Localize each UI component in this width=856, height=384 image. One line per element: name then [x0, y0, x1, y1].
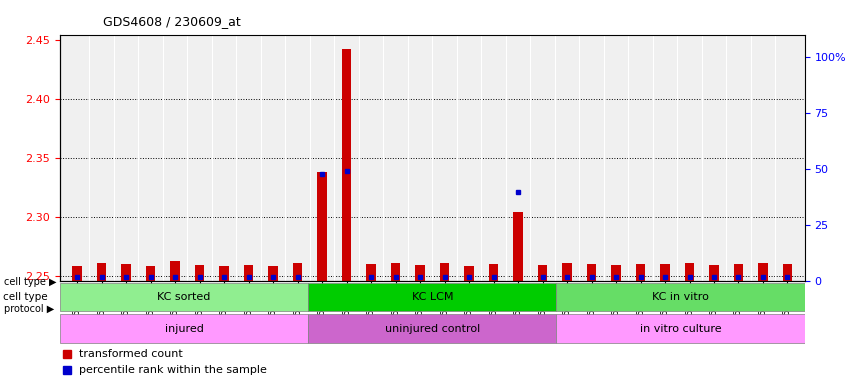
Bar	[366, 264, 376, 281]
Bar	[72, 266, 82, 281]
Bar	[464, 266, 474, 281]
Text: uninjured control: uninjured control	[384, 324, 480, 334]
Bar	[660, 264, 670, 281]
Bar	[415, 265, 425, 281]
Bar	[562, 263, 572, 281]
Text: KC sorted: KC sorted	[158, 292, 211, 302]
Bar	[390, 263, 401, 281]
Text: KC LCM: KC LCM	[412, 292, 453, 302]
FancyBboxPatch shape	[308, 283, 556, 311]
FancyBboxPatch shape	[60, 283, 308, 311]
Bar	[611, 265, 621, 281]
Text: in vitro culture: in vitro culture	[639, 324, 722, 334]
FancyBboxPatch shape	[308, 314, 556, 343]
Text: GDS4608 / 230609_at: GDS4608 / 230609_at	[103, 15, 241, 28]
Bar	[268, 266, 278, 281]
Bar	[636, 264, 645, 281]
Bar	[734, 264, 743, 281]
Text: KC in vitro: KC in vitro	[652, 292, 709, 302]
Bar	[685, 263, 694, 281]
Bar	[440, 263, 449, 281]
Bar	[97, 263, 106, 281]
Text: percentile rank within the sample: percentile rank within the sample	[79, 365, 266, 375]
Bar	[538, 265, 548, 281]
Bar	[219, 266, 229, 281]
Bar	[342, 49, 352, 281]
Bar	[709, 265, 719, 281]
Bar	[782, 264, 793, 281]
Bar	[513, 212, 523, 281]
FancyBboxPatch shape	[60, 314, 308, 343]
Bar	[586, 264, 597, 281]
FancyBboxPatch shape	[556, 283, 805, 311]
Text: cell type ▶: cell type ▶	[4, 277, 56, 287]
Bar	[122, 264, 131, 281]
Text: cell type: cell type	[3, 292, 48, 302]
Bar	[489, 264, 498, 281]
Text: protocol ▶: protocol ▶	[4, 304, 55, 314]
Bar	[317, 172, 327, 281]
Text: injured: injured	[164, 324, 204, 334]
Bar	[194, 265, 205, 281]
Bar	[244, 265, 253, 281]
Bar	[170, 262, 180, 281]
Text: transformed count: transformed count	[79, 349, 182, 359]
FancyBboxPatch shape	[556, 314, 805, 343]
Bar	[758, 263, 768, 281]
Bar	[146, 266, 156, 281]
Bar	[293, 263, 302, 281]
